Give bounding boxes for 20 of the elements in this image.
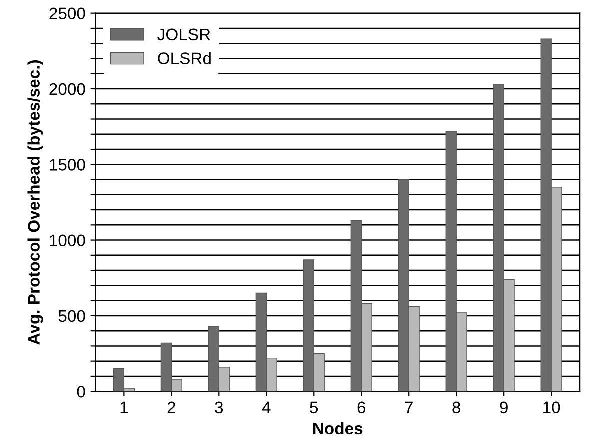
x-tick-label: 5	[310, 402, 318, 414]
y-tick-label: 2500	[50, 8, 86, 20]
x-tick-label: 1	[120, 402, 128, 414]
legend-label: OLSRd	[158, 52, 211, 64]
y-tick-label: 0	[77, 386, 86, 398]
y-tick-label: 1000	[50, 234, 86, 247]
y-tick-label: 1500	[50, 159, 86, 171]
x-tick-label: 6	[358, 402, 366, 414]
x-tick-label: 2	[168, 402, 176, 414]
x-tick-label: 10	[544, 402, 560, 414]
x-tick-label: 3	[215, 402, 224, 414]
y-axis-title: Avg. Protocol Overhead (bytes/sec.)	[28, 60, 44, 345]
x-tick-label: 8	[452, 402, 460, 414]
x-axis-title: Nodes	[314, 422, 363, 435]
legend-label: JOLSR	[158, 28, 210, 41]
y-tick-label: 2000	[50, 83, 86, 96]
x-tick-label: 7	[405, 402, 413, 414]
y-tick-label: 500	[58, 310, 86, 322]
x-tick-label: 4	[262, 402, 271, 414]
x-tick-label: 9	[500, 402, 508, 414]
